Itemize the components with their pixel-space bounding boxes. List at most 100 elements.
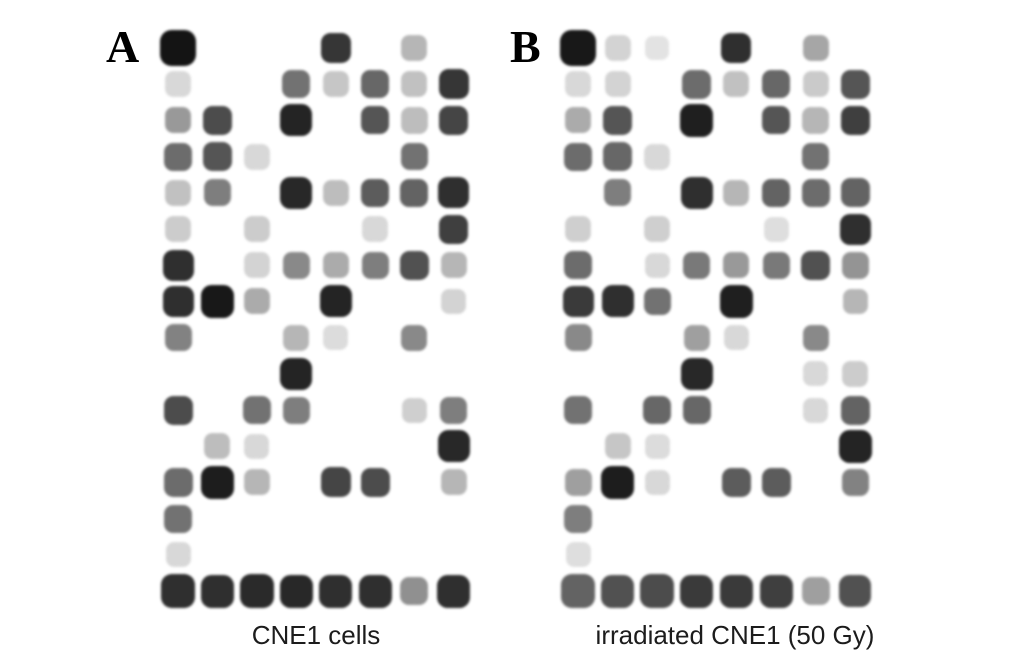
array-spot <box>601 574 635 608</box>
array-spot <box>362 216 388 242</box>
array-spot <box>801 178 830 207</box>
array-spot <box>644 469 670 495</box>
array-spot <box>842 360 869 387</box>
array-spot <box>243 469 270 496</box>
array-spot <box>165 542 191 568</box>
array-spot <box>164 504 192 533</box>
array-spot <box>840 69 870 99</box>
array-spot <box>244 433 270 459</box>
array-spot <box>604 71 631 98</box>
array-spot <box>680 176 713 209</box>
array-spot <box>243 288 270 315</box>
panel-a-caption: CNE1 cells <box>251 620 381 650</box>
array-spot <box>680 574 714 608</box>
array-spot <box>400 106 428 134</box>
array-spot <box>283 324 310 351</box>
array-spot <box>242 396 271 424</box>
array-spot <box>200 465 234 499</box>
array-spot <box>204 433 231 460</box>
array-spot <box>439 105 469 135</box>
array-spot <box>165 179 191 206</box>
array-spot <box>680 103 714 137</box>
array-spot <box>243 252 270 279</box>
array-spot <box>165 71 191 98</box>
array-spot <box>399 250 429 280</box>
array-spot <box>565 542 591 568</box>
array-spot <box>401 397 427 423</box>
array-spot <box>564 142 592 171</box>
array-spot <box>361 106 389 135</box>
array-spot <box>719 574 753 608</box>
array-spot <box>565 71 591 98</box>
array-spot <box>564 396 592 424</box>
array-spot <box>282 251 310 279</box>
array-spot <box>437 574 471 608</box>
array-spot <box>401 324 428 351</box>
array-spot <box>160 30 196 66</box>
array-spot <box>282 396 310 424</box>
array-spot <box>165 216 191 242</box>
array-spot <box>163 395 193 425</box>
array-spot <box>438 177 470 209</box>
array-spot <box>360 467 390 497</box>
array-spot <box>802 324 829 351</box>
array-spot <box>803 397 829 423</box>
array-spot <box>683 251 711 279</box>
array-spot <box>561 574 595 608</box>
array-spot <box>761 467 791 497</box>
array-spot <box>401 71 428 98</box>
array-spot <box>203 179 231 207</box>
array-spot <box>643 396 672 424</box>
array-spot <box>565 107 591 134</box>
array-spot <box>243 143 270 170</box>
array-spot <box>564 504 592 533</box>
array-spot <box>320 467 351 498</box>
array-spot <box>163 467 193 497</box>
array-spot <box>164 142 192 171</box>
array-spot <box>565 216 591 242</box>
array-spot <box>841 251 869 279</box>
array-spot <box>762 70 790 99</box>
array-spot <box>564 251 592 280</box>
array-spot <box>840 395 870 425</box>
array-spot <box>682 69 712 99</box>
array-spot <box>164 324 192 352</box>
array-spot <box>440 252 467 279</box>
array-spot <box>644 143 671 170</box>
array-spot <box>441 288 467 314</box>
array-spot <box>320 33 351 63</box>
array-spot <box>243 216 270 242</box>
array-spot <box>801 577 830 605</box>
array-spot <box>802 143 830 171</box>
array-spot <box>562 285 594 317</box>
array-spot <box>280 104 313 137</box>
array-spot <box>601 465 635 499</box>
array-spot <box>840 105 870 135</box>
array-spot <box>838 429 872 463</box>
array-spot <box>282 70 311 99</box>
array-spot <box>200 284 234 318</box>
array-spot <box>644 252 670 278</box>
array-spot <box>361 251 389 279</box>
array-spot <box>401 35 428 61</box>
array-spot <box>202 105 232 135</box>
array-spot <box>202 142 232 172</box>
array-spot <box>280 357 313 390</box>
array-spot <box>721 33 752 63</box>
array-spot <box>839 213 871 245</box>
array-spot <box>400 178 429 207</box>
array-spot <box>644 433 670 459</box>
array-spot <box>645 36 670 60</box>
array-spot <box>564 468 592 496</box>
array-spot <box>644 216 671 242</box>
array-spot <box>239 574 274 608</box>
array-spot <box>680 357 713 390</box>
array-spot <box>603 142 633 172</box>
array-spot <box>762 178 790 207</box>
array-spot <box>323 325 349 351</box>
array-spot <box>280 176 313 209</box>
array-spot <box>165 107 191 134</box>
array-spot <box>840 178 870 208</box>
panel-b-label: B <box>510 21 541 72</box>
